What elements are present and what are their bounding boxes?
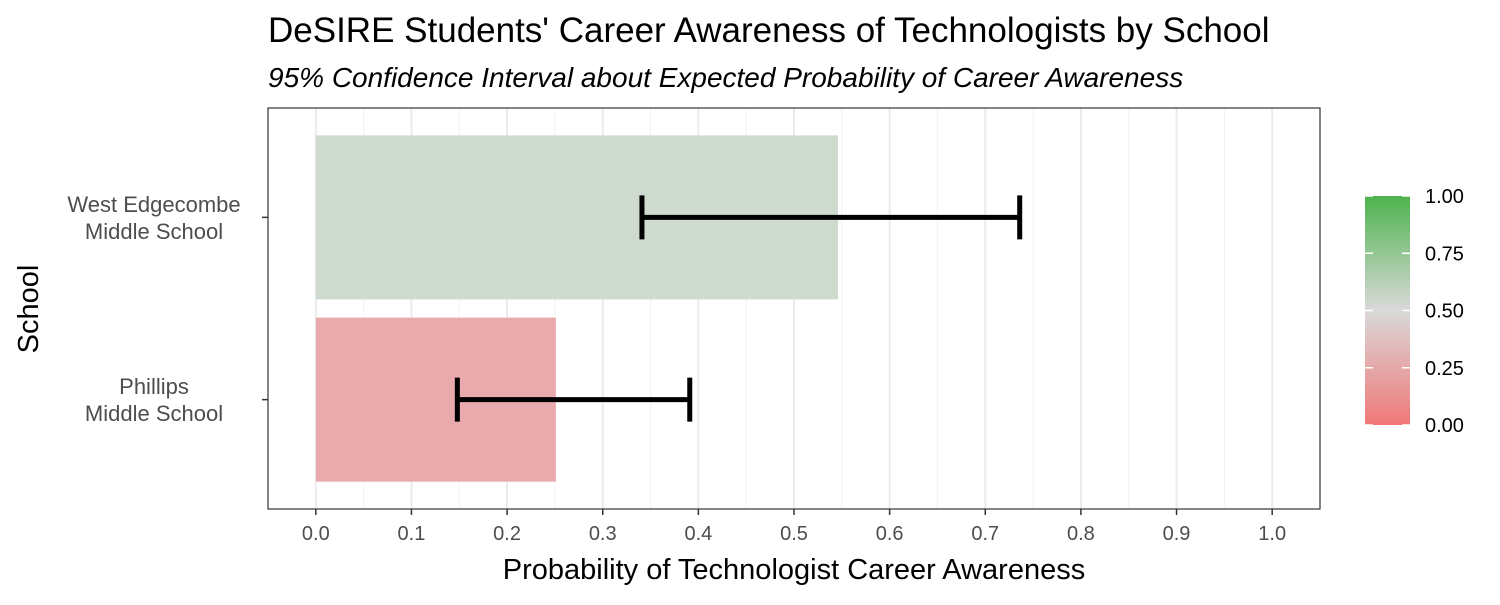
x-tick-label-5: 0.5 <box>780 523 808 545</box>
x-tick-label-0: 0.0 <box>302 523 330 545</box>
x-tick-label-8: 0.8 <box>1067 523 1095 545</box>
y-tick-label-1: Phillips Middle School <box>85 374 223 426</box>
x-tick-label-3: 0.3 <box>589 523 617 545</box>
x-tick-label-6: 0.6 <box>876 523 904 545</box>
x-tick-label-4: 0.4 <box>684 523 712 545</box>
y-tick-label-line: Middle School <box>85 401 223 426</box>
error-bar-1 <box>454 377 693 422</box>
colorbar-label-0: 0.00 <box>1425 415 1464 437</box>
y-tick-label-line: West Edgecombe <box>67 192 240 217</box>
x-tick-label-1: 0.1 <box>398 523 426 545</box>
colorbar-label-1: 0.25 <box>1425 358 1464 380</box>
error-bars <box>454 195 1023 422</box>
chart-subtitle: 95% Confidence Interval about Expected P… <box>268 62 1183 93</box>
colorbar-label-4: 1.00 <box>1425 186 1464 208</box>
x-tick-label-2: 0.2 <box>493 523 521 545</box>
y-tick-label-0: West Edgecombe Middle School <box>67 192 240 244</box>
chart-title: DeSIRE Students' Career Awareness of Tec… <box>268 11 1270 50</box>
y-tick-label-line: Phillips <box>119 374 189 399</box>
x-tick-label-10: 1.0 <box>1258 523 1286 545</box>
colorbar-label-3: 0.75 <box>1425 243 1464 265</box>
legend-colorbar: 0.00 0.25 0.50 0.75 1.00 <box>1365 186 1464 437</box>
x-tick-label-9: 0.9 <box>1163 523 1191 545</box>
x-axis: 0.0 0.1 0.2 0.3 0.4 0.5 0.6 0.7 0.8 0.9 1.0 <box>302 509 1286 545</box>
x-tick-label-7: 0.7 <box>971 523 999 545</box>
y-axis-title: School <box>13 265 45 354</box>
y-tick-label-line: Middle School <box>85 219 223 244</box>
x-axis-title: Probability of Technologist Career Aware… <box>503 554 1085 586</box>
colorbar-label-2: 0.50 <box>1425 301 1464 323</box>
error-bar-0 <box>639 195 1023 240</box>
